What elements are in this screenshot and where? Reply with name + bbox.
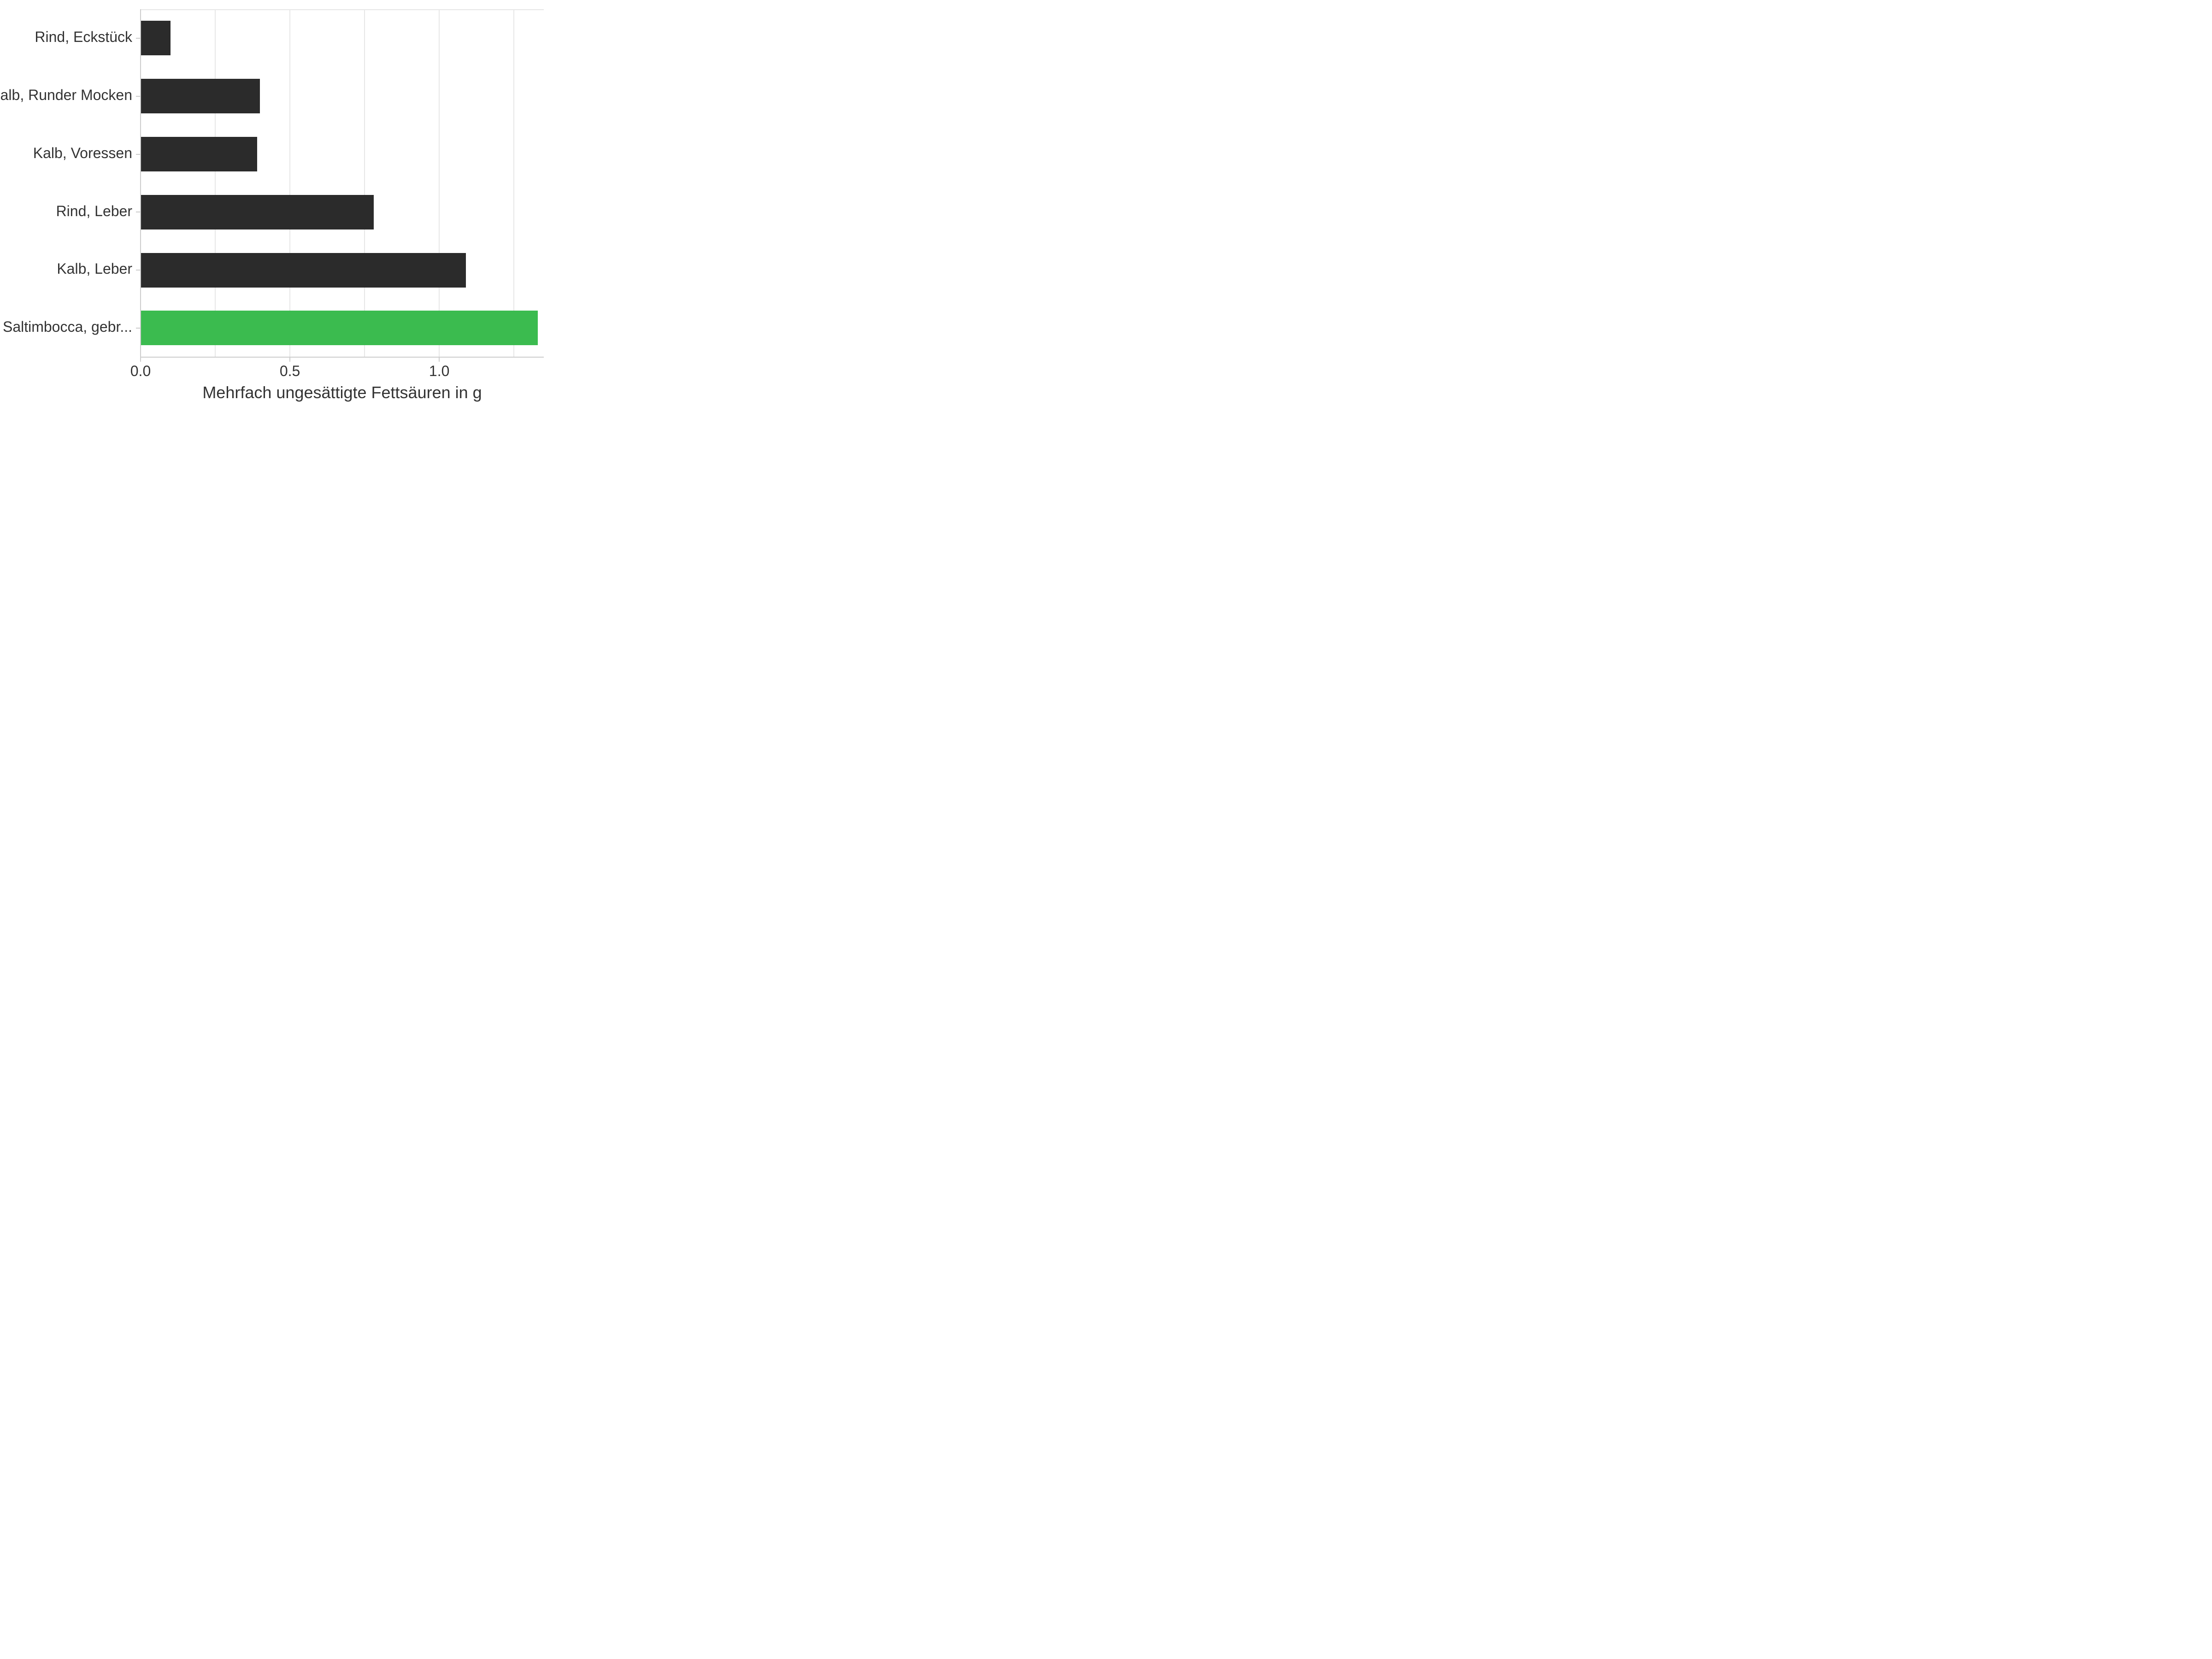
y-axis-category-label: Kalb, Voressen	[33, 145, 132, 162]
x-tick	[140, 357, 141, 362]
y-axis-category-label: Rind, Eckstück	[35, 29, 132, 46]
bar	[141, 21, 171, 55]
gridline-vertical	[289, 9, 290, 357]
y-axis-category-label: Kalb, Runder Mocken	[0, 87, 132, 104]
x-tick-label: 0.5	[280, 363, 300, 380]
y-tick	[136, 270, 141, 271]
gridline-vertical	[439, 9, 440, 357]
y-axis-line	[140, 9, 141, 357]
y-axis-category-label: Saltimbocca, gebr...	[3, 318, 132, 335]
plot-top-border	[141, 9, 544, 10]
x-tick-label: 0.0	[130, 363, 151, 380]
bar	[141, 195, 374, 229]
x-axis-label: Mehrfach ungesättigte Fettsäuren in g	[141, 383, 544, 402]
x-axis-line	[141, 357, 544, 358]
plot-area	[141, 9, 544, 357]
x-tick	[439, 357, 440, 362]
y-tick	[136, 328, 141, 329]
gridline-vertical	[215, 9, 216, 357]
y-tick	[136, 96, 141, 97]
chart-container: Rind, Eckstück Kalb, Runder Mocken Kalb, V…	[0, 0, 553, 415]
x-tick	[289, 357, 290, 362]
bar	[141, 253, 466, 288]
y-axis-category-label: Kalb, Leber	[57, 260, 132, 277]
gridline-vertical	[513, 9, 514, 357]
y-tick	[136, 38, 141, 39]
bar	[141, 311, 538, 345]
bar	[141, 79, 260, 113]
bar	[141, 137, 257, 171]
y-tick	[136, 154, 141, 155]
y-axis-category-label: Rind, Leber	[56, 203, 132, 220]
x-tick-label: 1.0	[429, 363, 449, 380]
gridline-vertical	[364, 9, 365, 357]
